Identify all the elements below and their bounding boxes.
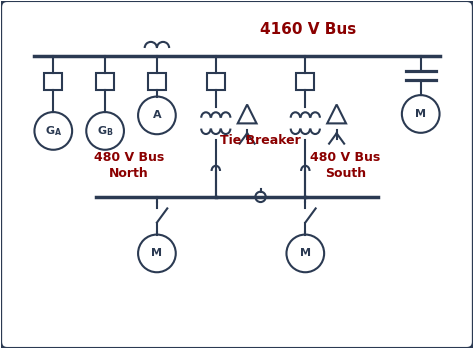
- Bar: [96, 73, 114, 90]
- Text: M: M: [151, 248, 163, 258]
- Bar: [148, 73, 166, 90]
- Text: G$_{\mathregular{B}}$: G$_{\mathregular{B}}$: [97, 124, 113, 138]
- Circle shape: [402, 95, 439, 133]
- Circle shape: [138, 235, 176, 272]
- Text: M: M: [300, 248, 311, 258]
- Text: M: M: [415, 109, 426, 119]
- Text: G$_{\mathregular{A}}$: G$_{\mathregular{A}}$: [45, 124, 62, 138]
- Circle shape: [86, 112, 124, 150]
- Text: A: A: [153, 110, 161, 120]
- Circle shape: [255, 192, 266, 202]
- Bar: [296, 73, 314, 90]
- Text: 480 V Bus
North: 480 V Bus North: [93, 151, 164, 180]
- Bar: [45, 73, 62, 90]
- Circle shape: [138, 97, 176, 134]
- Circle shape: [35, 112, 72, 150]
- Text: 480 V Bus
South: 480 V Bus South: [310, 151, 381, 180]
- Text: 4160 V Bus: 4160 V Bus: [260, 22, 356, 37]
- Text: Tie Breaker: Tie Breaker: [220, 134, 301, 147]
- Bar: [207, 73, 225, 90]
- Circle shape: [286, 235, 324, 272]
